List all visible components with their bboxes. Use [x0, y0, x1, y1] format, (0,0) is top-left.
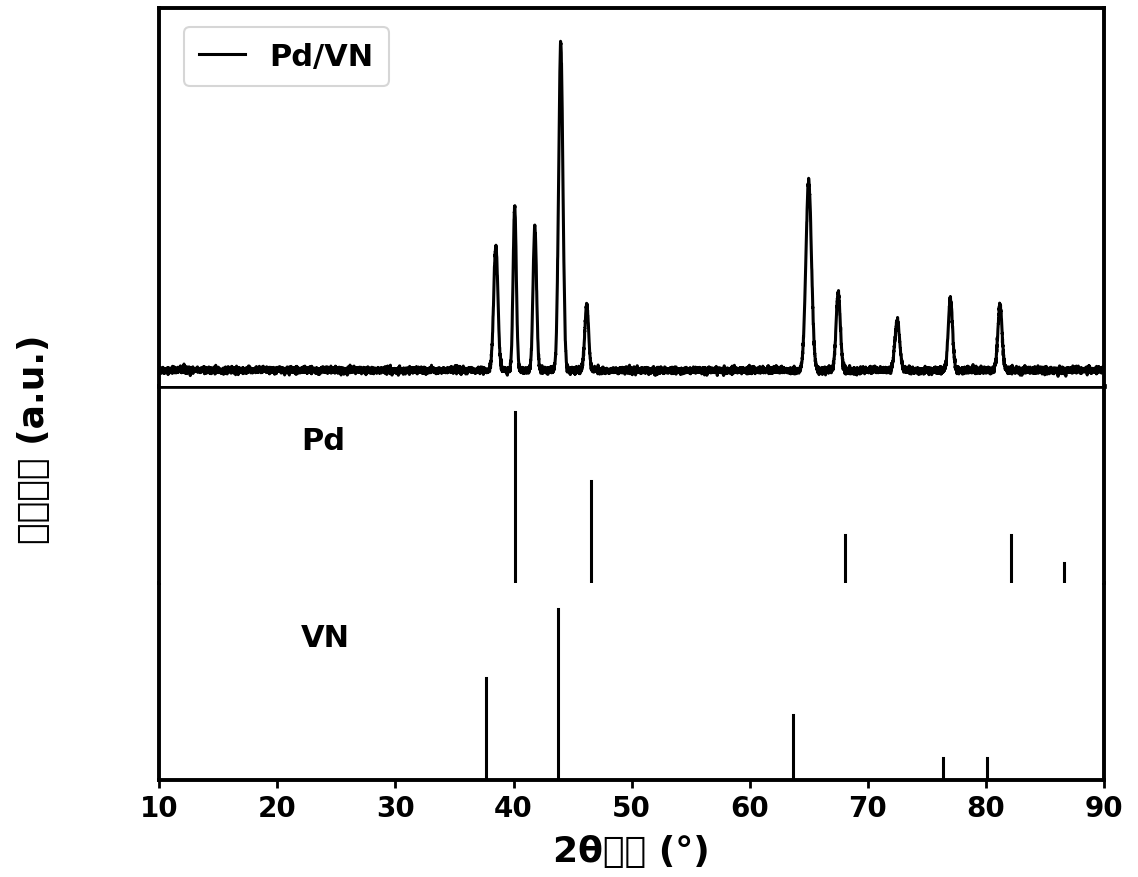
Text: 2θ角度 (°): 2θ角度 (°) [553, 834, 710, 868]
Text: 相对强度 (a.u.): 相对强度 (a.u.) [17, 334, 51, 543]
Text: VN: VN [300, 623, 351, 652]
Legend: Pd/VN: Pd/VN [184, 28, 389, 88]
Text: Pd: Pd [300, 426, 345, 455]
